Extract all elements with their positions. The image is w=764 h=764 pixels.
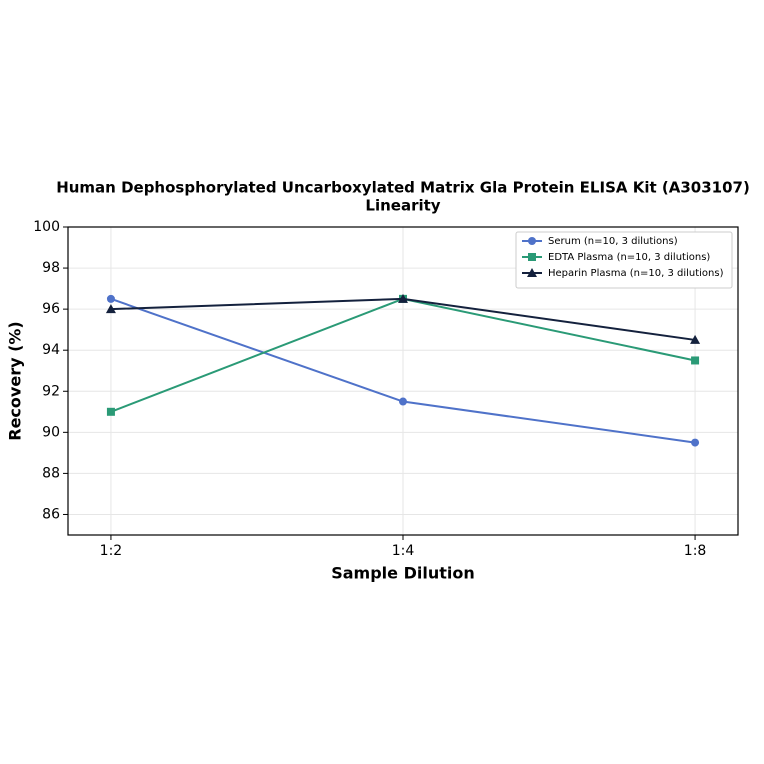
marker: [691, 356, 700, 365]
legend-box: [515, 231, 733, 289]
y-tick-label: 86: [42, 506, 60, 522]
y-tick-label: 94: [42, 342, 60, 358]
y-tick-label: 96: [42, 301, 60, 317]
chart-subtitle: Linearity: [365, 197, 440, 215]
legend-label: Heparin Plasma (n=10, 3 dilutions): [548, 268, 724, 279]
legend-label: Serum (n=10, 3 dilutions): [548, 236, 678, 247]
x-tick-label: 1:2: [100, 543, 123, 559]
marker: [690, 334, 701, 344]
y-tick-label: 90: [42, 424, 60, 440]
y-tick-label: 92: [42, 383, 60, 399]
chart-title: Human Dephosphorylated Uncarboxylated Ma…: [56, 179, 750, 197]
y-tick-label: 100: [33, 219, 60, 235]
x-tick-label: 1:4: [392, 543, 415, 559]
y-tick-label: 88: [42, 465, 60, 481]
y-axis-label: Recovery (%): [6, 321, 25, 440]
marker: [106, 407, 115, 416]
plot-frame: [67, 226, 739, 536]
marker: [105, 304, 116, 314]
marker: [106, 294, 115, 303]
legend-label: EDTA Plasma (n=10, 3 dilutions): [548, 252, 710, 263]
y-tick-label: 98: [42, 260, 60, 276]
x-tick-label: 1:8: [684, 543, 707, 559]
legend-marker: [528, 253, 536, 261]
marker: [399, 397, 407, 406]
legend-marker: [527, 268, 537, 277]
marker: [691, 438, 700, 447]
marker: [398, 293, 408, 303]
x-axis-label: Sample Dilution: [331, 564, 475, 583]
legend-marker: [528, 237, 536, 245]
